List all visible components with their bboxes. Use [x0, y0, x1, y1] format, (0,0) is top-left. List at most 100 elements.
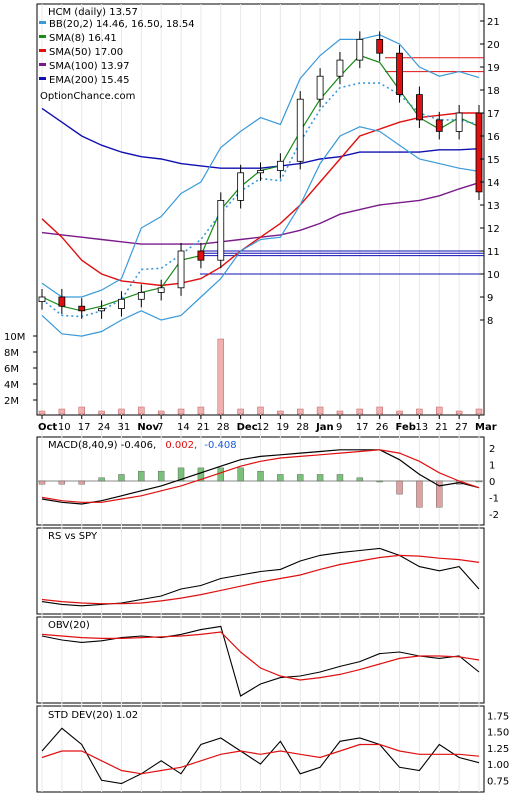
volume-bar	[58, 408, 66, 415]
price-tick-label: 15	[487, 155, 500, 166]
x-tick-label: 31	[117, 422, 130, 433]
candle-body	[78, 305, 86, 312]
x-tick-label: 17	[78, 422, 91, 433]
volume-bar	[396, 410, 403, 415]
x-tick-label: Dec	[237, 422, 258, 433]
candle-body	[296, 98, 304, 162]
macd-histogram-bar	[416, 480, 423, 508]
obv-ma-line	[41, 631, 480, 681]
x-tick-label: 27	[455, 422, 468, 433]
x-tick-label: 21	[435, 422, 448, 433]
price-tick-label: 12	[487, 224, 500, 235]
volume-tick-label: 10M	[4, 332, 25, 343]
std-tick-label: 0.75	[487, 776, 509, 787]
macd-histogram-bar	[177, 467, 185, 482]
volume-bar	[257, 406, 264, 415]
macd-histogram-bar	[316, 474, 324, 482]
macd-histogram-bar	[138, 470, 145, 482]
macd-histogram-bar	[197, 467, 205, 482]
candle-body	[455, 112, 463, 132]
volume-bar	[356, 408, 364, 415]
macd-histogram-bar	[277, 474, 284, 482]
candle-body	[316, 75, 324, 100]
price-tick-label: 20	[487, 40, 500, 51]
legend-item-bb: BB(20,2) 14.46, 16.50, 18.54	[49, 19, 195, 30]
candles	[38, 31, 483, 319]
volume-bar	[416, 408, 423, 415]
volume-bar	[138, 406, 145, 415]
std-ma-line	[41, 743, 480, 775]
legend-item-sma100: SMA(100) 13.97	[49, 61, 130, 72]
legend-item-sma50: SMA(50) 17.00	[49, 47, 123, 58]
volume-bars	[38, 338, 483, 415]
price-tick-label: 14	[487, 178, 500, 189]
macd-signal-line	[41, 449, 480, 503]
volume-bar	[277, 410, 284, 415]
std-tick-label: 1.75	[487, 711, 509, 722]
macd-histogram-bar	[157, 470, 165, 482]
macd-tick-label: -1	[489, 493, 499, 504]
bb-upper-line	[41, 34, 480, 298]
macd-histogram-bar	[58, 480, 66, 485]
volume-bar	[78, 406, 85, 415]
macd-histogram-bar	[297, 474, 304, 482]
volume-bar	[38, 410, 46, 415]
legend-swatch-sma8	[39, 35, 46, 38]
volume-bar	[98, 410, 105, 415]
indicator-lines	[37, 449, 484, 785]
candle-body	[356, 39, 364, 61]
x-tick-label: Mar	[475, 422, 497, 433]
candle-body	[197, 250, 205, 261]
price-tick-label: 16	[487, 132, 500, 143]
macd-histogram-bar	[475, 480, 483, 483]
macd-value-signal: -0.408	[204, 440, 236, 451]
price-tick-label: 10	[487, 270, 500, 281]
std-label: STD DEV(20) 1.02	[48, 710, 138, 721]
sma50-line	[41, 112, 479, 287]
macd-label: MACD(8,40,9) -0.406, 0.002, -0.408	[48, 440, 237, 451]
bb-lower-line	[41, 126, 480, 337]
candle-body	[118, 298, 125, 309]
std-tick-label: 1.50	[487, 728, 509, 739]
candle-body	[38, 296, 46, 302]
macd-histogram-bar	[78, 480, 85, 485]
candle-body	[217, 199, 225, 261]
x-tick-label: 10	[58, 422, 71, 433]
candle-body	[137, 291, 145, 300]
volume-bar	[197, 406, 205, 415]
price-tick-label: 11	[487, 247, 500, 258]
price-tick-label: 8	[487, 316, 493, 327]
macd-line	[41, 449, 480, 505]
candle-body	[177, 250, 185, 289]
legend-swatch-bb	[39, 21, 46, 24]
rs-ma-line	[41, 554, 480, 605]
price-tick-label: 21	[487, 17, 500, 28]
legend-item-ema200: EMA(200) 15.45	[49, 75, 129, 86]
x-tick-label: 21	[197, 422, 210, 433]
volume-bar	[316, 406, 324, 415]
volume-bar	[336, 410, 344, 415]
x-tick-label: 26	[376, 422, 389, 433]
legend: BB(20,2) 14.46, 16.50, 18.54 SMA(8) 16.4…	[39, 19, 195, 102]
macd-label-text: MACD(8,40,9) -0.406,	[48, 440, 156, 451]
price-tick-label: 17	[487, 109, 500, 120]
macd-histogram-bar	[237, 467, 244, 482]
x-tick-label: Oct	[38, 422, 57, 433]
x-tick-label: 7	[157, 422, 163, 433]
candle-body	[157, 287, 165, 293]
volume-bar	[237, 408, 244, 415]
candle-body	[276, 160, 284, 171]
volume-bar	[376, 406, 383, 415]
candle-body	[58, 296, 66, 307]
macd-histogram-bar	[38, 480, 46, 485]
x-tick-label: 13	[415, 422, 428, 433]
macd-tick-label: 0	[489, 477, 495, 488]
rs-label: RS vs SPY	[48, 531, 98, 542]
macd-histogram-bar	[396, 480, 403, 495]
volume-bar	[475, 408, 483, 415]
macd-tick-label: -2	[489, 510, 499, 521]
macd-histogram-bar	[436, 480, 443, 508]
candle-body	[237, 172, 245, 201]
macd-tick-label: 1	[489, 461, 495, 472]
